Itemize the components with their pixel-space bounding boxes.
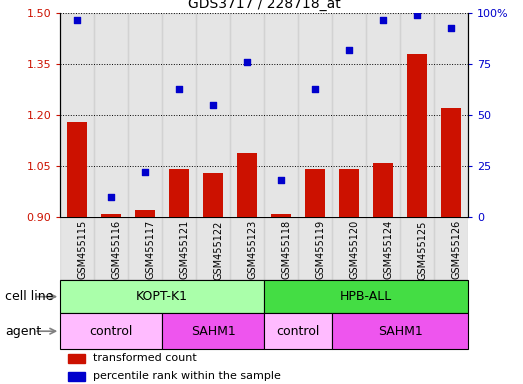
Bar <box>400 13 434 217</box>
Bar <box>332 217 366 280</box>
Bar <box>162 13 196 217</box>
Bar <box>434 13 468 217</box>
Bar <box>298 217 332 280</box>
Text: GSM455125: GSM455125 <box>417 220 427 280</box>
Text: SAHM1: SAHM1 <box>191 325 235 338</box>
Point <box>447 25 456 31</box>
Point <box>175 86 184 92</box>
Bar <box>60 217 94 280</box>
Text: agent: agent <box>5 325 41 338</box>
Bar <box>94 13 128 217</box>
Text: control: control <box>277 325 320 338</box>
Bar <box>271 214 291 217</box>
Bar <box>305 169 325 217</box>
Bar <box>339 169 359 217</box>
Bar <box>400 217 434 280</box>
Point <box>277 177 286 184</box>
Bar <box>264 280 468 313</box>
Bar <box>135 210 155 217</box>
Bar <box>60 280 264 313</box>
Point <box>243 59 252 65</box>
Bar <box>94 217 128 280</box>
Text: GSM455123: GSM455123 <box>247 220 257 280</box>
Point <box>209 102 218 108</box>
Text: SAHM1: SAHM1 <box>378 325 423 338</box>
Bar <box>69 354 85 362</box>
Text: GSM455119: GSM455119 <box>315 220 325 279</box>
Text: GSM455115: GSM455115 <box>77 220 87 280</box>
Bar <box>162 217 196 280</box>
Bar <box>332 313 468 349</box>
Bar <box>373 163 393 217</box>
Point <box>73 17 82 23</box>
Text: cell line: cell line <box>5 290 53 303</box>
Bar <box>441 108 461 217</box>
Bar <box>203 173 223 217</box>
Point <box>311 86 320 92</box>
Bar <box>67 122 87 217</box>
Bar <box>230 13 264 217</box>
Bar <box>264 313 332 349</box>
Text: KOPT-K1: KOPT-K1 <box>136 290 188 303</box>
Text: GSM455122: GSM455122 <box>213 220 223 280</box>
Bar <box>101 214 121 217</box>
Bar <box>60 313 162 349</box>
Bar <box>298 13 332 217</box>
Bar <box>196 13 230 217</box>
Bar <box>264 13 298 217</box>
Point <box>379 17 388 23</box>
Bar <box>169 169 189 217</box>
Text: GSM455117: GSM455117 <box>145 220 155 280</box>
Bar <box>128 13 162 217</box>
Title: GDS3717 / 228718_at: GDS3717 / 228718_at <box>188 0 340 11</box>
Text: control: control <box>89 325 133 338</box>
Bar <box>128 217 162 280</box>
Bar <box>434 217 468 280</box>
Bar <box>69 372 85 381</box>
Bar <box>162 313 264 349</box>
Text: GSM455116: GSM455116 <box>111 220 121 279</box>
Bar <box>366 217 400 280</box>
Text: percentile rank within the sample: percentile rank within the sample <box>93 371 281 381</box>
Bar <box>237 152 257 217</box>
Text: transformed count: transformed count <box>93 353 197 363</box>
Bar <box>407 54 427 217</box>
Bar <box>366 13 400 217</box>
Point <box>107 194 116 200</box>
Point <box>413 12 422 18</box>
Text: GSM455120: GSM455120 <box>349 220 359 280</box>
Bar <box>264 217 298 280</box>
Text: GSM455124: GSM455124 <box>383 220 393 280</box>
Bar <box>196 217 230 280</box>
Point <box>141 169 150 175</box>
Point <box>345 47 354 53</box>
Text: GSM455121: GSM455121 <box>179 220 189 280</box>
Text: HPB-ALL: HPB-ALL <box>340 290 392 303</box>
Text: GSM455118: GSM455118 <box>281 220 291 279</box>
Bar <box>230 217 264 280</box>
Bar <box>332 13 366 217</box>
Text: GSM455126: GSM455126 <box>451 220 461 280</box>
Bar <box>60 13 94 217</box>
